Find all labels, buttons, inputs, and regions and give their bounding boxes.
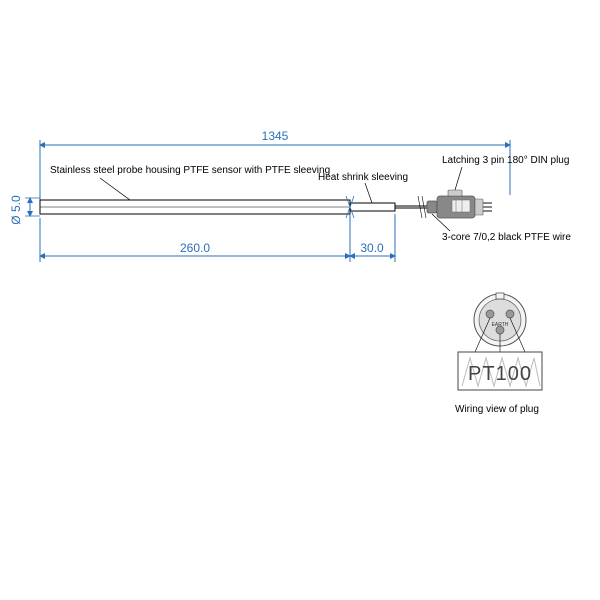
probe-label-group: Stainless steel probe housing PTFE senso… <box>50 165 330 200</box>
dim-shrink-length: 30.0 <box>350 214 395 262</box>
wire-segment <box>395 196 427 218</box>
plug-label: Latching 3 pin 180° DIN plug <box>442 155 569 166</box>
dim-diameter: Ø 5.0 <box>9 195 40 225</box>
wire-label: 3-core 7/0,2 black PTFE wire <box>442 232 571 243</box>
wiring-caption: Wiring view of plug <box>455 404 539 415</box>
probe-body <box>40 200 350 214</box>
shrink-label-group: Heat shrink sleeving <box>318 172 408 203</box>
dim-shrink-value: 30.0 <box>360 241 384 255</box>
dim-overall-value: 1345 <box>262 129 289 143</box>
din-plug-side <box>427 190 492 218</box>
dim-probe-length: 260.0 <box>40 214 350 262</box>
earth-label: EARTH <box>492 322 509 328</box>
dim-probe-value: 260.0 <box>180 241 210 255</box>
plug-label-group: Latching 3 pin 180° DIN plug <box>442 155 569 190</box>
heat-shrink <box>350 203 395 211</box>
probe-label: Stainless steel probe housing PTFE senso… <box>50 165 330 176</box>
wiring-view: EARTH PT100 Wiring view of plug <box>455 293 542 415</box>
dim-diameter-value: Ø 5.0 <box>9 195 23 225</box>
shrink-label: Heat shrink sleeving <box>318 172 408 183</box>
pt100-label: PT100 <box>468 363 532 385</box>
